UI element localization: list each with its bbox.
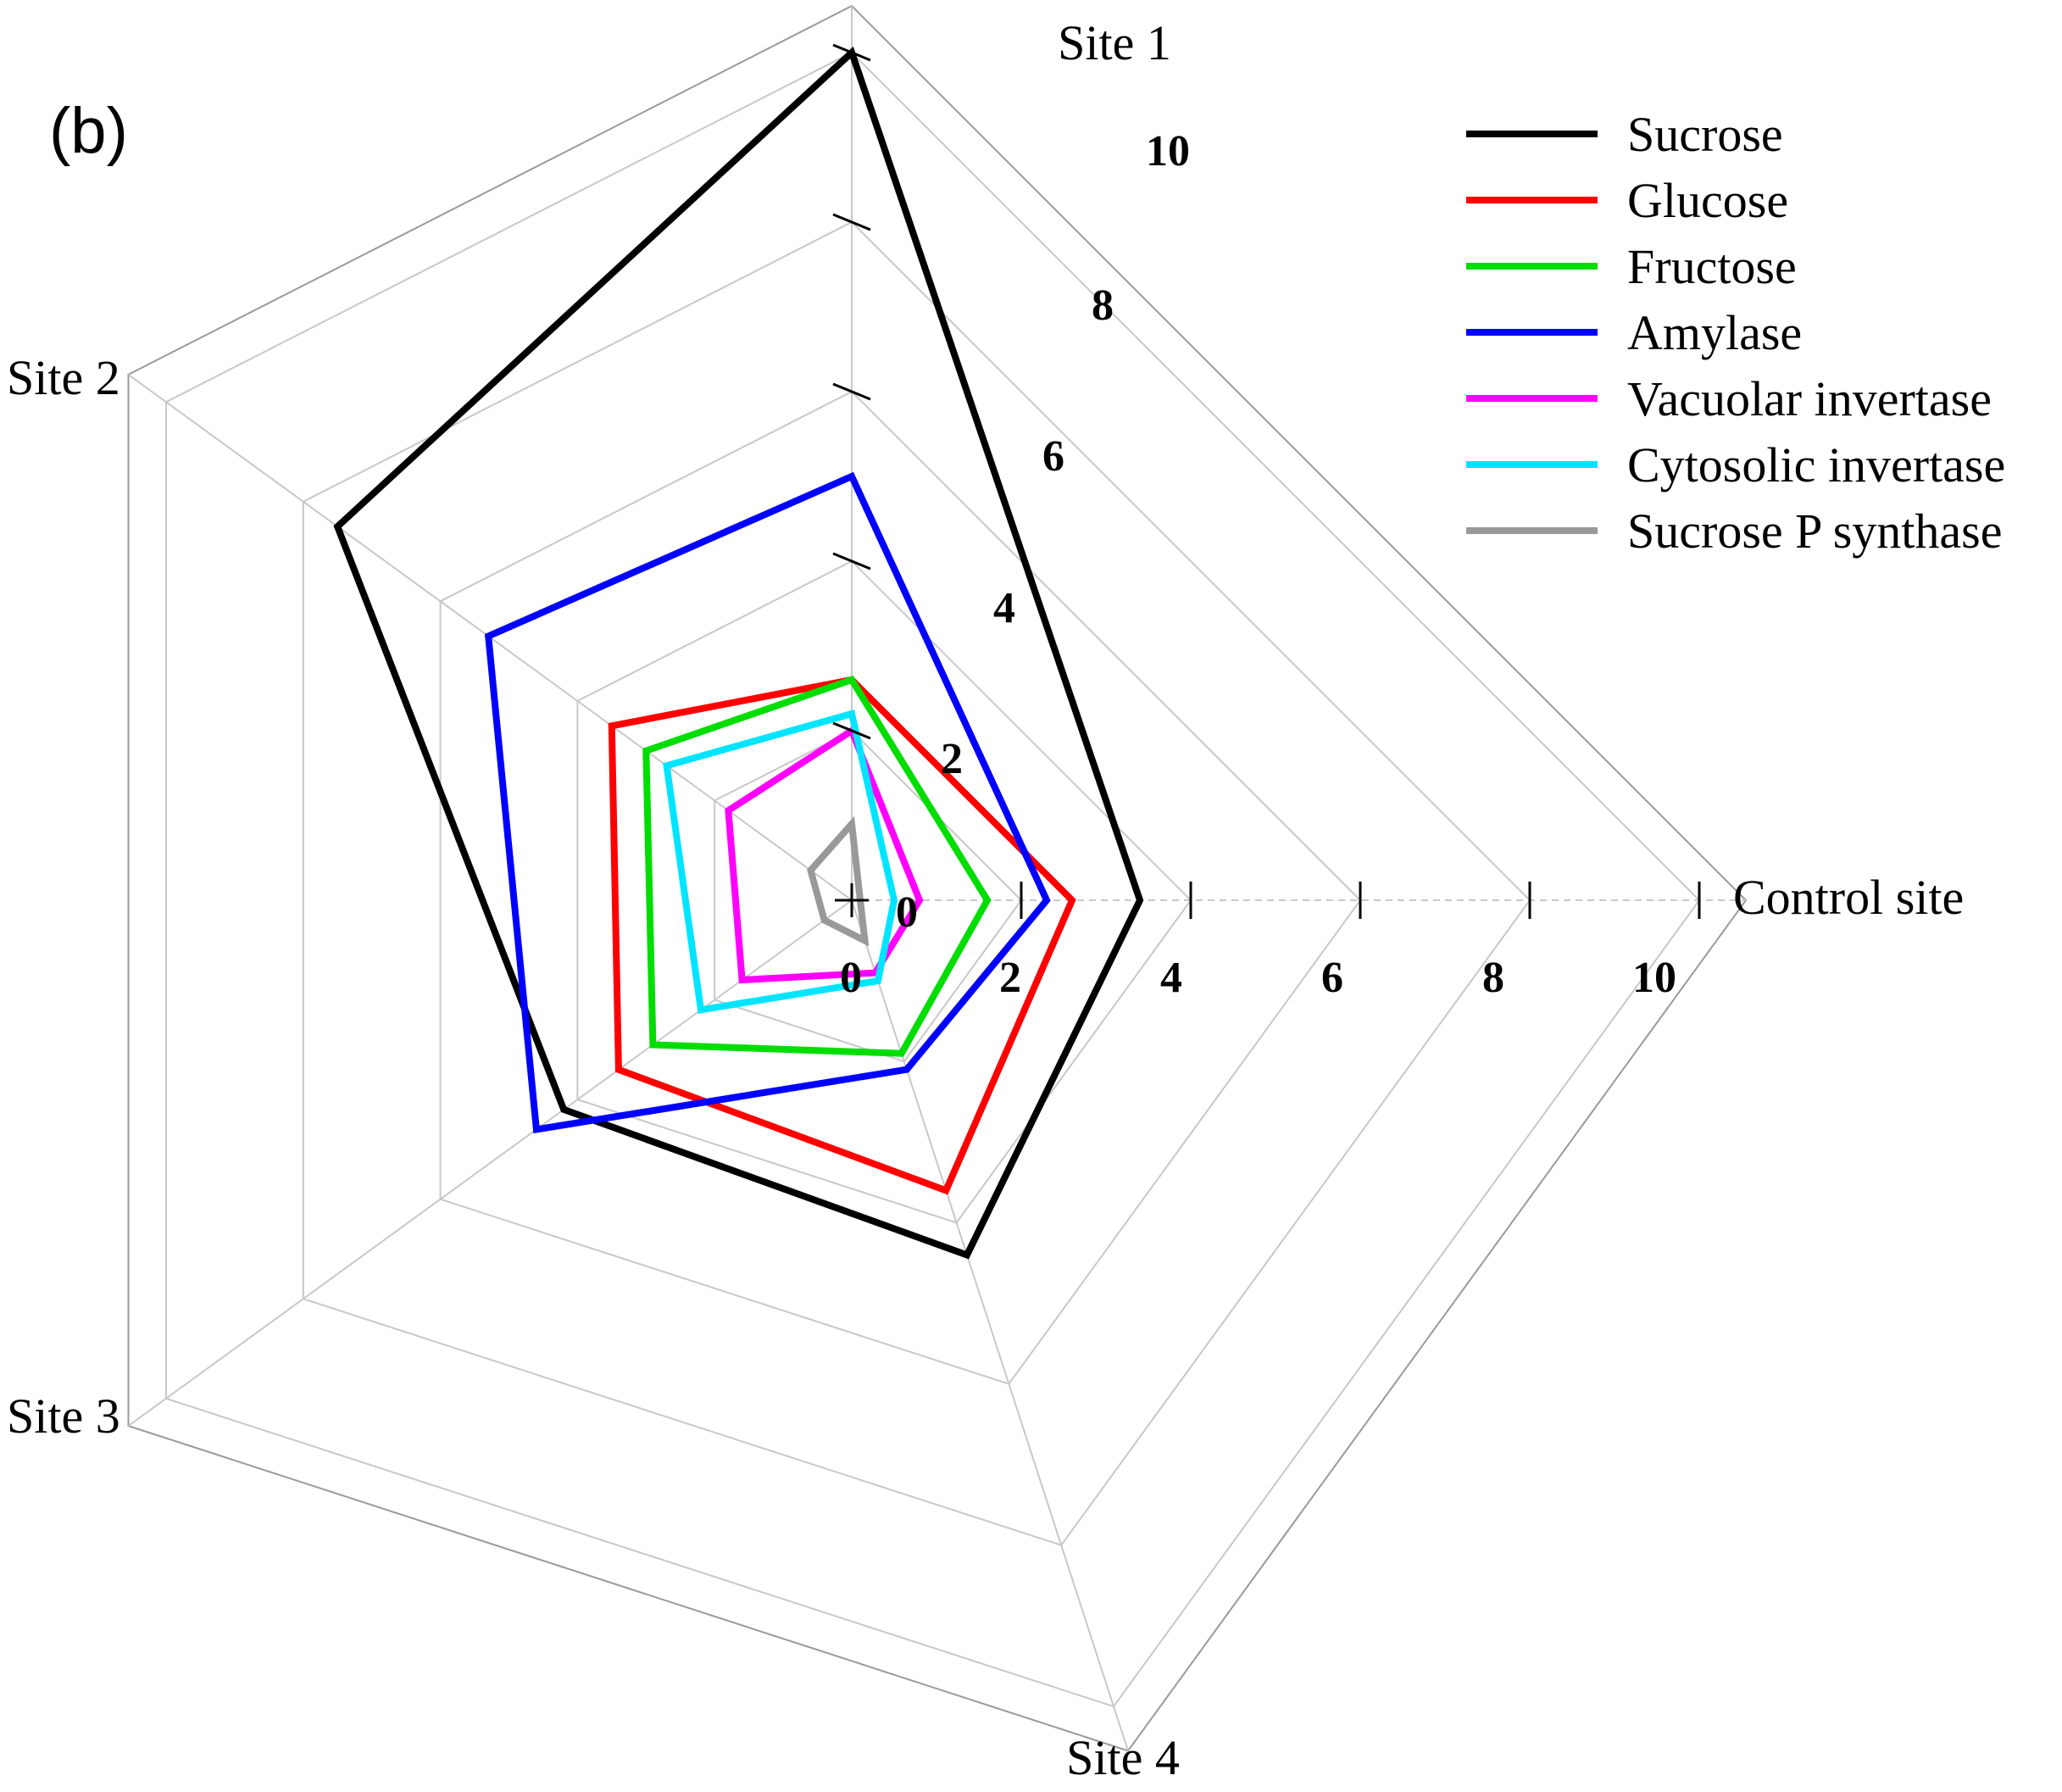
grid-ring (714, 729, 1023, 1063)
axis-label-site-2: Site 2 (7, 350, 120, 405)
series-amylase (484, 471, 1051, 1134)
legend-label: Vacuolar invertase (1627, 371, 1992, 426)
legend-label: Sucrose (1627, 107, 1783, 162)
series-glucose (608, 676, 1076, 1195)
panel-label: (b) (49, 95, 128, 167)
series-sucrose (333, 46, 1144, 1260)
radar-series (333, 46, 1144, 1260)
tick-label: 4 (1160, 954, 1182, 1002)
legend-label: Cytosolic invertase (1627, 437, 2005, 493)
grid-ring (165, 51, 1701, 1708)
tick-label: 0 (840, 954, 862, 1002)
legend-label: Glucose (1627, 173, 1788, 228)
legend-label: Sucrose P synthase (1627, 504, 2002, 559)
axis-spoke (127, 899, 853, 1427)
tick-label: 10 (1632, 954, 1676, 1002)
series-cytosolic-invertase (663, 710, 898, 1014)
tick-mark (832, 213, 871, 231)
tick-label: 10 (1146, 127, 1190, 175)
tick-label: 2 (941, 735, 963, 783)
tick-labels-site-1: 2 4 6 8 10 (941, 127, 1190, 783)
axis-label-control-site: Control site (1733, 870, 1964, 925)
legend-label: Fructose (1627, 239, 1797, 294)
tick-label: 2 (999, 954, 1021, 1002)
axis-ticks (832, 43, 1701, 919)
tick-label-center: 0 (896, 888, 918, 937)
axis-spoke (851, 899, 1129, 1751)
tick-mark (832, 552, 871, 570)
series-vacuolar-invertase (725, 726, 924, 984)
legend-label: Amylase (1627, 305, 1802, 360)
tick-label: 8 (1092, 281, 1114, 330)
tick-mark (832, 721, 871, 740)
tick-label: 8 (1482, 954, 1504, 1002)
axis-label-site-1: Site 1 (1058, 15, 1171, 70)
tick-label: 6 (1321, 954, 1343, 1002)
grid-ring (127, 4, 1748, 1752)
axis-label-site-3: Site 3 (7, 1389, 120, 1444)
axis-label-site-4: Site 4 (1066, 1730, 1180, 1785)
tick-labels-control: 0 2 4 6 8 10 (840, 954, 1676, 1002)
series-sucrose-p-synthase (807, 815, 870, 947)
tick-label: 4 (993, 584, 1015, 632)
tick-label: 6 (1042, 432, 1064, 481)
series-fructose (642, 676, 992, 1057)
legend: Sucrose Glucose Fructose Amylase Vacuolar in… (1466, 107, 2005, 559)
grid-ring (576, 559, 1192, 1224)
grid-ring (439, 390, 1362, 1385)
tick-mark (832, 43, 871, 62)
grid-ring (302, 220, 1531, 1546)
tick-mark (832, 382, 871, 401)
